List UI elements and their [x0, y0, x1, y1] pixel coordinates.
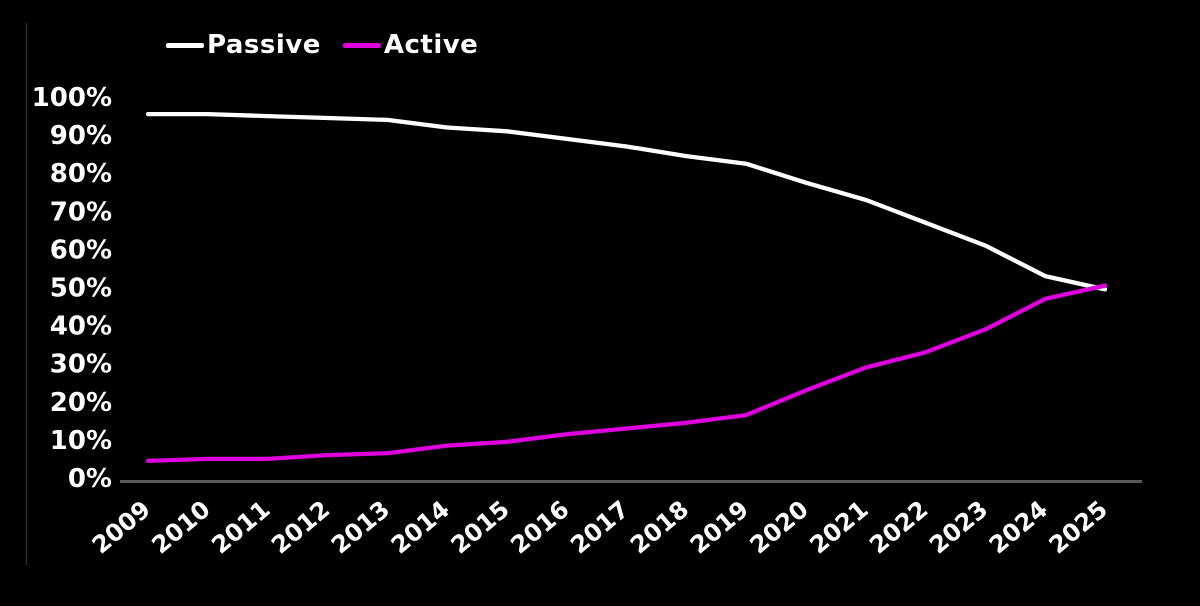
- active-legend-label: Active: [383, 30, 479, 60]
- x-tick-label: 2024: [984, 495, 1053, 559]
- x-tick-label: 2011: [206, 495, 275, 559]
- x-tick-label: 2010: [147, 495, 216, 559]
- passive-legend-label: Passive: [207, 30, 321, 60]
- x-tick-label: 2018: [625, 495, 694, 559]
- x-tick-label: 2009: [87, 495, 156, 559]
- passive-line: [145, 111, 1108, 292]
- x-tick-label: 2023: [924, 495, 993, 559]
- x-tick-label: 2020: [745, 495, 814, 559]
- y-tick-label: 10%: [50, 426, 112, 456]
- y-tick-label: 70%: [50, 197, 112, 227]
- y-tick-label: 100%: [32, 83, 112, 113]
- passive-legend-swatch: [166, 42, 204, 48]
- x-tick-label: 2012: [266, 495, 335, 559]
- y-tick-label: 90%: [50, 121, 112, 151]
- y-tick-label: 40%: [50, 312, 112, 342]
- y-tick-label: 0%: [68, 464, 112, 494]
- y-tick-label: 80%: [50, 159, 112, 189]
- y-tick-label: 20%: [50, 388, 112, 418]
- x-tick-label: 2016: [505, 495, 574, 559]
- x-tick-label: 2022: [864, 495, 933, 559]
- y-tick-label: 60%: [50, 235, 112, 265]
- y-tick-label: 30%: [50, 350, 112, 380]
- x-tick-label: 2021: [804, 495, 873, 559]
- x-tick-label: 2015: [446, 495, 515, 559]
- chart-legend: Passive Active: [166, 29, 478, 61]
- x-tick-label: 2017: [565, 495, 634, 559]
- y-tick-label: 50%: [50, 274, 112, 304]
- x-tick-label: 2025: [1044, 495, 1113, 559]
- active-line: [145, 283, 1108, 464]
- x-tick-label: 2014: [386, 495, 455, 559]
- x-tick-label: 2013: [326, 495, 395, 559]
- active-legend-swatch: [342, 42, 381, 48]
- x-tick-label: 2019: [685, 495, 754, 559]
